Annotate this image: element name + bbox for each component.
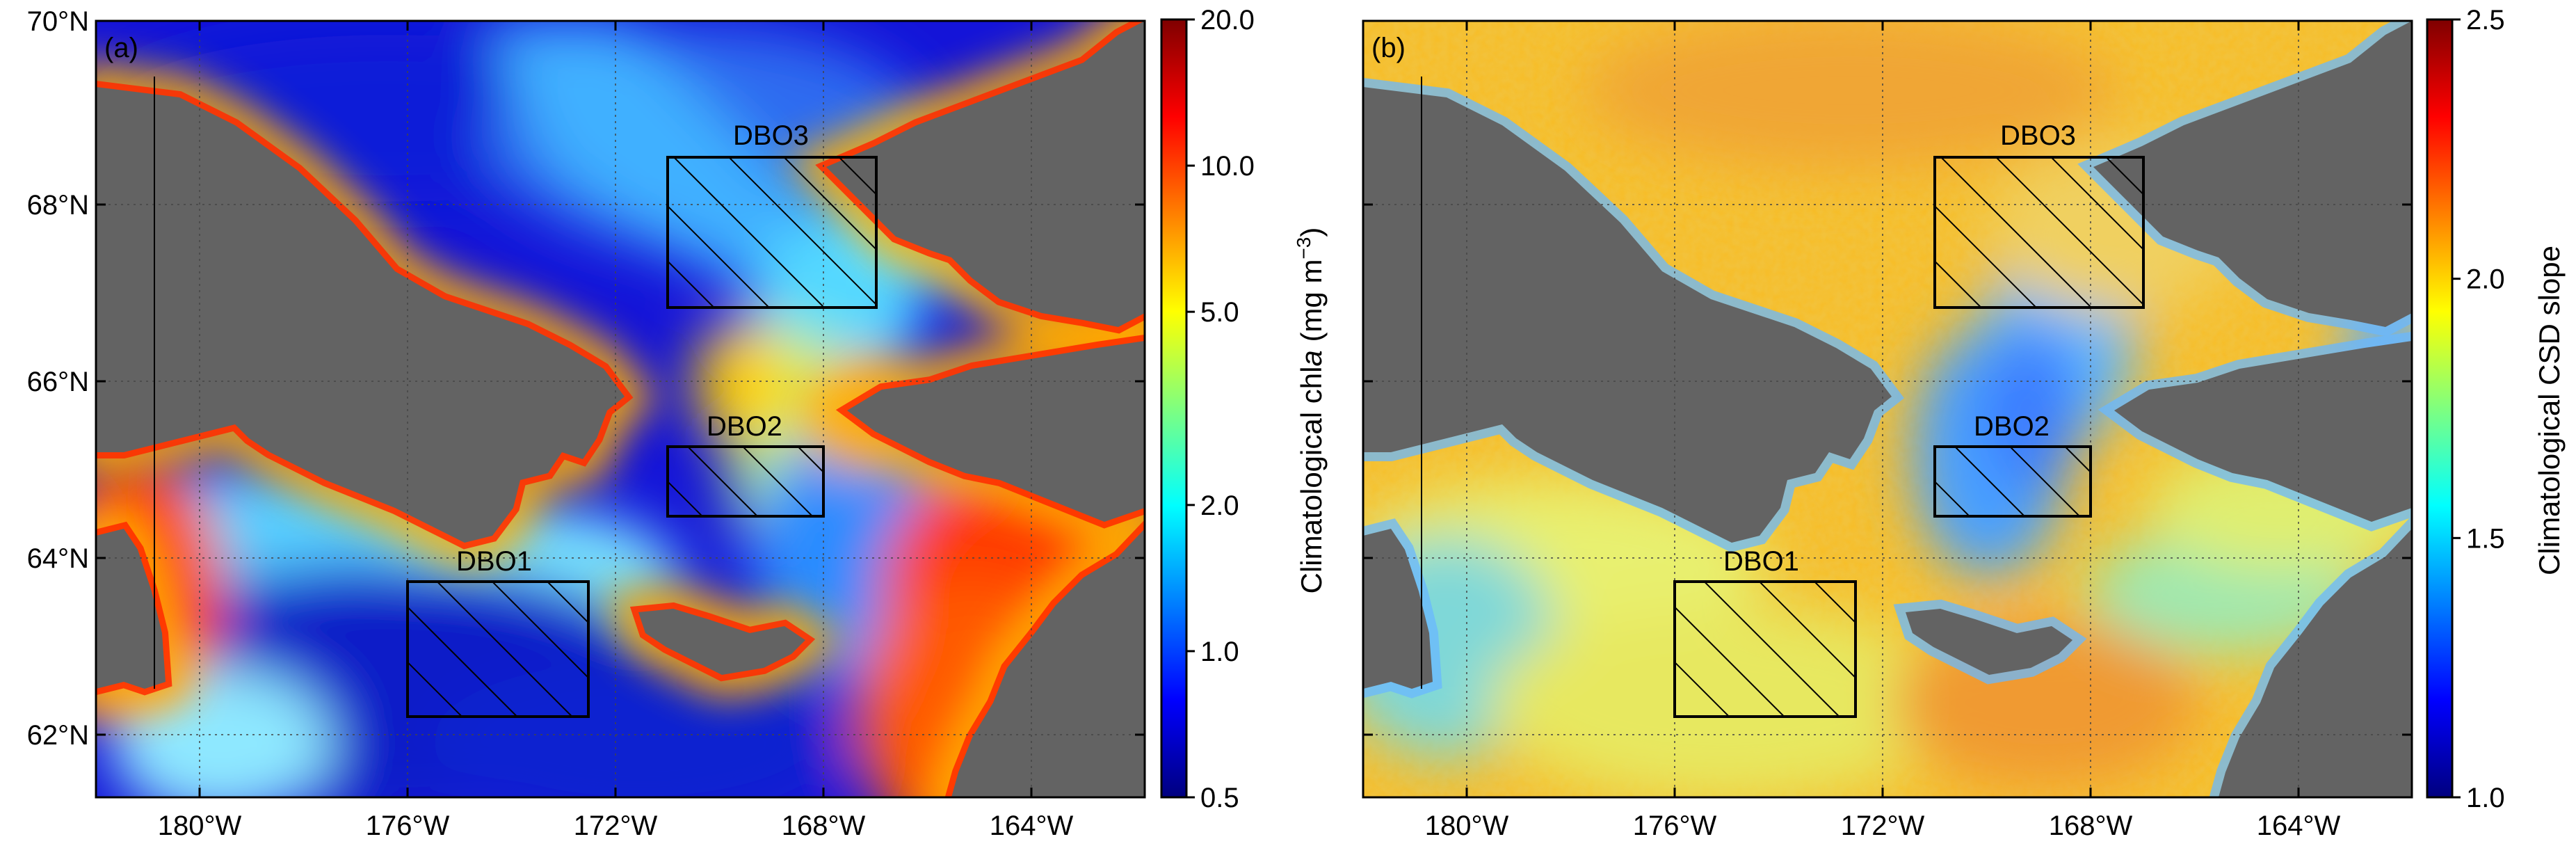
colorbar-b-ticks: 1.0 1.5 2.0 2.5 [2452, 5, 2505, 813]
colorbar-tick-label: 5.0 [1200, 297, 1239, 328]
lat-label: 66°N [27, 367, 89, 397]
colorbar-tick-label: 0.5 [1200, 783, 1239, 813]
colorbar-a-ticks: 0.5 1.0 2.0 5.0 10.0 20.0 [1186, 5, 1255, 813]
lon-label: 168°W [2049, 811, 2133, 841]
colorbar-tick-label: 10.0 [1200, 151, 1255, 182]
lon-label: 164°W [2257, 811, 2341, 841]
colorbar-tick-label: 1.5 [2466, 523, 2505, 554]
lon-label: 176°W [1633, 811, 1717, 841]
colorbar-b-ramp [2426, 18, 2454, 799]
lon-label: 180°W [1425, 811, 1509, 841]
colorbar-tick-label: 1.0 [1200, 637, 1239, 667]
lon-label: 172°W [1841, 811, 1925, 841]
lat-label: 68°N [27, 190, 89, 221]
lon-label: 168°W [782, 811, 866, 841]
colorbar-tick-label: 2.5 [2466, 5, 2505, 35]
panel-b-map: DBO3 DBO2 DBO1 [1363, 21, 2412, 797]
box-label-dbo2: DBO2 [1974, 411, 2050, 442]
panel-b-tag: (b) [1371, 33, 1406, 63]
colorbar-tick-label: 2.0 [1200, 490, 1239, 521]
box-label-dbo3: DBO3 [2000, 120, 2076, 151]
colorbar-b-title: Climatological CSD slope [2533, 246, 2566, 575]
lat-label: 70°N [27, 6, 89, 37]
panel-a-map: DBO3 DBO2 DBO1 [96, 21, 1145, 797]
lon-label: 180°W [158, 811, 242, 841]
axes: 70°N 68°N 66°N 64°N 62°N 180°W 176°W 172°W 168°W… [27, 6, 2412, 841]
panel-a-frame [95, 19, 1146, 799]
lon-label: 172°W [574, 811, 658, 841]
box-label-dbo1: DBO1 [456, 546, 532, 577]
box-label-dbo2: DBO2 [707, 411, 782, 442]
colorbar-tick-label: 1.0 [2466, 783, 2505, 813]
lat-label: 62°N [27, 720, 89, 751]
lon-label: 176°W [366, 811, 450, 841]
box-dbo1 [406, 580, 590, 718]
colorbar-a-title: Climatological chla (mg m−3) [1293, 228, 1328, 594]
colorbar-a: 0.5 1.0 2.0 5.0 10.0 20.0 Climatological chla… [1160, 5, 1328, 813]
lat-label: 64°N [27, 543, 89, 574]
box-label-dbo1: DBO1 [1723, 546, 1799, 577]
box-dbo3 [1933, 156, 2145, 309]
panel-a: DBO3 DBO2 DBO1 (a) [95, 19, 1146, 799]
box-dbo2 [1933, 445, 2092, 518]
panel-b-frame [1362, 19, 2413, 799]
colorbar-tick-label: 20.0 [1200, 5, 1255, 35]
box-dbo1 [1673, 580, 1857, 718]
lon-label: 164°W [990, 811, 1074, 841]
box-dbo3 [666, 156, 878, 309]
panel-b: DBO3 DBO2 DBO1 (b) [1362, 19, 2413, 799]
colorbar-tick-label: 2.0 [2466, 264, 2505, 295]
colorbar-b: 1.0 1.5 2.0 2.5 Climatological CSD slope [2426, 5, 2566, 813]
colorbar-a-ramp [1160, 18, 1188, 799]
panel-a-tag: (a) [104, 33, 138, 63]
box-label-dbo3: DBO3 [733, 120, 809, 151]
box-dbo2 [666, 445, 825, 518]
